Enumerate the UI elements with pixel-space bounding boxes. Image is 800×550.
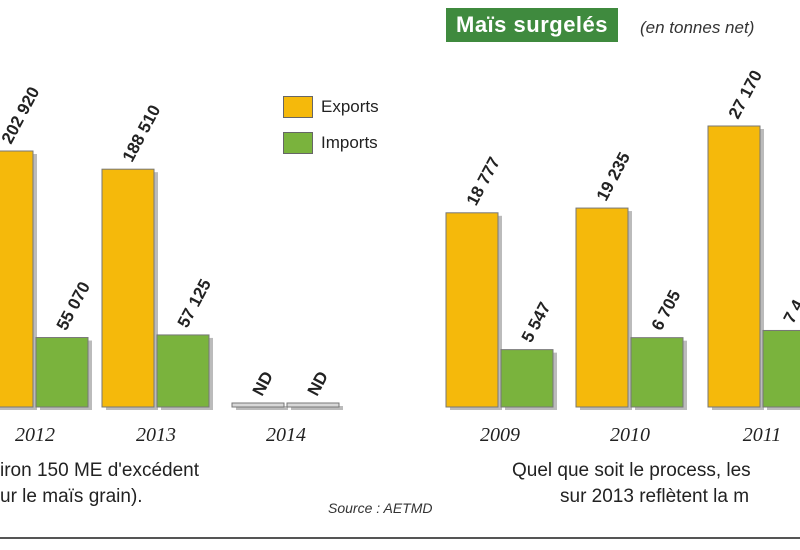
bar-imports-2012 — [35, 337, 89, 408]
data-label-imports-2009: 5 547 — [518, 299, 555, 345]
caption-left-line2: ur le maïs grain). — [0, 486, 143, 507]
bar-exports-2011 — [707, 125, 761, 408]
tick-label-2010: 2010 — [610, 424, 650, 446]
data-label-exports-2012: 202 920 — [0, 84, 43, 147]
legend-label-imports: Imports — [321, 133, 378, 152]
chart-title: Maïs surgelés — [446, 8, 619, 42]
caption-right: Quel que soit le process, les sur 2013 r… — [512, 458, 751, 510]
data-label-exports-2010: 19 235 — [593, 149, 634, 204]
legend-item-exports: Exports — [283, 96, 379, 118]
bar-shadow — [291, 406, 343, 410]
data-label-exports-2014: ND — [249, 368, 277, 399]
bar-imports-2011 — [762, 329, 800, 408]
source-note: Source : AETMD — [328, 500, 433, 516]
caption-left-line1: iron 150 ME d'excédent — [0, 460, 200, 481]
data-label-exports-2013: 188 510 — [119, 102, 165, 165]
data-label-exports-2009: 18 777 — [463, 154, 504, 209]
caption-left: iron 150 ME d'excédent ur le maïs grain)… — [0, 458, 199, 510]
caption-right-line1: Quel que soit le process, les — [512, 460, 751, 481]
bar-exports-2013 — [101, 168, 155, 408]
legend-label-exports: Exports — [321, 97, 379, 116]
tick-label-2013: 2013 — [136, 424, 176, 446]
data-label-imports-2014: ND — [304, 368, 332, 399]
bar-shadow — [236, 406, 288, 410]
tick-label-2009: 2009 — [480, 424, 520, 446]
legend-item-imports: Imports — [283, 132, 379, 154]
unit-label: (en tonnes net) — [640, 18, 755, 37]
data-label-imports-2013: 57 125 — [174, 276, 215, 331]
bar-imports-2014 — [286, 402, 340, 408]
bar-exports-2010 — [575, 207, 629, 408]
tick-label-2011: 2011 — [743, 424, 782, 446]
legend-swatch-imports — [283, 132, 313, 154]
bar-imports-2010 — [630, 337, 684, 408]
bar-exports-2009 — [445, 212, 499, 408]
divider — [0, 537, 800, 539]
bar-imports-2009 — [500, 349, 554, 408]
caption-right-line2: sur 2013 reflètent la m — [560, 486, 750, 507]
data-label-imports-2011: 7 4 — [780, 296, 800, 326]
bar-imports-2013 — [156, 334, 210, 408]
tick-label-2012: 2012 — [15, 424, 55, 446]
chart-title-text: Maïs surgelés — [456, 12, 609, 37]
legend-swatch-exports — [283, 96, 313, 118]
bar-exports-2014 — [231, 402, 285, 408]
tick-label-2014: 2014 — [266, 424, 306, 446]
data-label-exports-2011: 27 170 — [725, 67, 766, 122]
legend: Exports Imports — [283, 96, 379, 168]
data-label-imports-2010: 6 705 — [648, 287, 685, 333]
data-label-imports-2012: 55 070 — [53, 279, 94, 334]
bar-exports-2012 — [0, 150, 34, 408]
